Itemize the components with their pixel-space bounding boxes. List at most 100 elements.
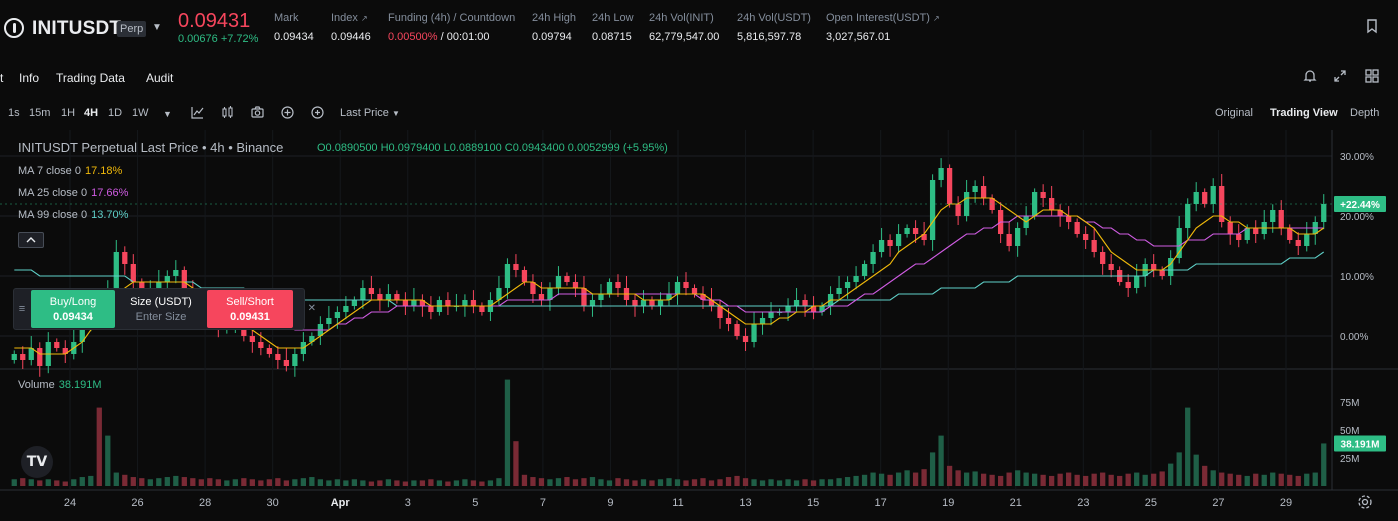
candle-body (1134, 276, 1140, 288)
chart-canvas[interactable]: 24 26 28 30 Apr 3 5 7 9 11 13 15 17 19 21 23 25 27 29 30.00… (0, 130, 1398, 521)
volume-bar (989, 474, 995, 486)
volume-bar (445, 481, 451, 486)
candle-body (691, 288, 698, 294)
candle-body (334, 312, 341, 318)
tab-info[interactable]: Info (19, 71, 40, 85)
interval-1w[interactable]: 1W (132, 107, 149, 119)
volume-bar (793, 480, 800, 486)
volume-bar (411, 480, 417, 486)
bell-icon[interactable] (1302, 68, 1318, 84)
perp-badge: Perp (117, 21, 147, 37)
candle-body (853, 276, 859, 282)
candle-body (938, 168, 944, 180)
candle-body (793, 300, 800, 306)
volume-bar (836, 478, 842, 486)
size-placeholder: Enter Size (135, 311, 187, 323)
bookmark-icon[interactable] (1364, 18, 1380, 34)
volume-bar (581, 478, 587, 486)
x-tick-label: 15 (807, 497, 819, 509)
candle-body (1295, 240, 1301, 246)
candle-body (1125, 282, 1131, 288)
volume-bar (1023, 472, 1029, 486)
volume-bar (1202, 465, 1208, 486)
price-chart[interactable]: 24 26 28 30 Apr 3 5 7 9 11 13 15 17 19 21 23 25 27 29 30.00… (0, 130, 1398, 521)
expand-icon[interactable] (1332, 68, 1348, 84)
volume-bar (96, 407, 102, 486)
buy-long-button[interactable]: Buy/Long 0.09434 (31, 290, 115, 328)
ma99-legend[interactable]: MA 99 close 0 13.70% (18, 209, 128, 221)
candle-body (496, 288, 502, 300)
view-depth[interactable]: Depth (1350, 107, 1380, 119)
candle-body (411, 300, 417, 306)
collapse-legend-button[interactable] (18, 232, 44, 248)
x-tick-label: 24 (64, 497, 76, 509)
gear-icon[interactable] (1357, 494, 1373, 510)
symbol-name[interactable]: INITUSDT (32, 18, 122, 39)
candle-body (615, 282, 621, 288)
volume-bar (207, 478, 213, 486)
volume-bar (513, 441, 519, 486)
volume-bar (122, 474, 128, 486)
x-tick-label: 25 (1145, 497, 1157, 509)
volume-bar (734, 475, 740, 486)
tab-trading-data[interactable]: Trading Data (56, 71, 125, 85)
compare-icon[interactable] (310, 105, 325, 120)
x-tick-label: 19 (942, 497, 954, 509)
volume-bar (283, 480, 289, 486)
layout-grid-icon[interactable] (1364, 68, 1380, 84)
candle-body (836, 288, 842, 294)
volume-bar (1151, 473, 1157, 486)
volume-bar (810, 480, 817, 486)
price-change: 0.00676 +7.72% (178, 33, 259, 45)
symbol-dropdown-icon[interactable]: ▼ (152, 22, 162, 33)
volume-bar (360, 480, 366, 486)
volume-bar (589, 477, 596, 486)
volume-bar (190, 478, 196, 486)
view-trading-view[interactable]: Trading View (1270, 107, 1338, 119)
x-tick-label: 30 (267, 497, 279, 509)
interval-dropdown-icon[interactable]: ▼ (163, 109, 172, 119)
stat-value: 0.09434 (274, 31, 314, 43)
candle-body (844, 282, 851, 288)
stat-open-interest[interactable]: Open Interest(USDT) ↗ 3,027,567.01 (826, 12, 940, 43)
volume-bar (572, 479, 579, 486)
interval-1h[interactable]: 1H (61, 107, 76, 119)
candle-body (428, 306, 434, 312)
candle-body (1006, 234, 1012, 246)
volume-bar (130, 477, 136, 486)
candle-body (1227, 222, 1233, 234)
volume-bar (1159, 471, 1165, 486)
drag-handle-icon[interactable]: ≡ (18, 303, 26, 315)
candle-body (360, 288, 366, 300)
candle-body (785, 306, 791, 312)
interval-4h[interactable]: 4H (84, 107, 99, 119)
sell-short-button[interactable]: Sell/Short 0.09431 (207, 290, 293, 328)
x-tick-label: 11 (672, 497, 683, 509)
volume-bar (173, 475, 179, 486)
interval-1d[interactable]: 1D (108, 107, 123, 119)
volume-tick-label: 50M (1340, 426, 1359, 437)
close-icon[interactable]: ✕ (307, 303, 316, 314)
add-circle-icon[interactable] (280, 105, 295, 120)
ma7-legend[interactable]: MA 7 close 0 17.18% (18, 165, 122, 177)
indicator-icon[interactable] (190, 105, 205, 120)
volume-bar (377, 480, 383, 486)
candle-body (1014, 228, 1021, 246)
candle-body (1168, 258, 1174, 276)
stat-index[interactable]: Index ↗ 0.09446 (331, 12, 371, 43)
price-type-select[interactable]: Last Price ▼ (340, 107, 400, 119)
tab-chart-active-marker[interactable]: t (0, 71, 4, 85)
candle-body (912, 228, 919, 234)
ma25-legend[interactable]: MA 25 close 0 17.66% (18, 187, 128, 199)
interval-1s[interactable]: 1s (8, 107, 20, 119)
volume-bar (428, 479, 434, 486)
tradingview-logo-icon[interactable]: TV (21, 446, 53, 478)
volume-bar (62, 481, 68, 486)
camera-icon[interactable] (250, 105, 265, 120)
ma99-label: MA 99 close 0 (18, 209, 88, 221)
tab-audit[interactable]: Audit (146, 71, 174, 85)
size-input[interactable]: Size (USDT) Enter Size (117, 290, 205, 328)
candle-type-icon[interactable] (220, 105, 235, 120)
view-original[interactable]: Original (1215, 107, 1253, 119)
interval-15m[interactable]: 15m (29, 107, 51, 119)
